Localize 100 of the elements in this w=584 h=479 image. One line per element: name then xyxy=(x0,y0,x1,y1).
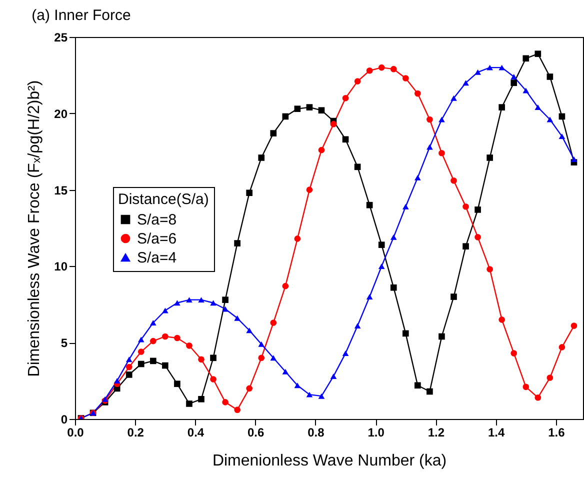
point xyxy=(438,333,445,340)
point xyxy=(510,350,518,356)
point xyxy=(462,80,469,86)
point xyxy=(534,394,542,401)
point xyxy=(366,294,373,300)
point xyxy=(198,356,204,363)
y-tick-label: 10 xyxy=(54,260,68,274)
point xyxy=(138,360,144,368)
x-tick-label: 1.0 xyxy=(368,426,385,440)
point xyxy=(546,116,554,122)
point xyxy=(210,376,216,382)
point xyxy=(570,156,578,162)
point xyxy=(498,316,505,323)
point xyxy=(174,380,180,388)
point xyxy=(246,190,253,196)
y-tick-label: 0 xyxy=(60,412,68,426)
point xyxy=(474,234,481,240)
point xyxy=(174,334,180,342)
point xyxy=(270,355,277,361)
point xyxy=(162,333,168,340)
legend-label: S/a=6 xyxy=(137,230,177,248)
point xyxy=(342,136,349,143)
point xyxy=(414,174,421,180)
point xyxy=(246,385,253,392)
point xyxy=(438,150,445,156)
point xyxy=(414,90,421,97)
point xyxy=(294,236,301,242)
point xyxy=(378,242,385,248)
point xyxy=(198,396,204,402)
point xyxy=(342,350,349,356)
point xyxy=(450,95,457,101)
point xyxy=(186,297,192,303)
x-tick-label: 0.0 xyxy=(67,426,84,440)
x-tick-label: 0.2 xyxy=(127,426,144,440)
point xyxy=(126,372,132,378)
point xyxy=(294,106,301,112)
point xyxy=(534,50,542,57)
y-tick-label: 5 xyxy=(60,336,68,350)
x-tick-label: 0.8 xyxy=(308,426,325,440)
point xyxy=(390,234,397,240)
point xyxy=(282,282,289,290)
x-tick-label: 1.6 xyxy=(548,426,566,440)
x-tick-label: 1.2 xyxy=(428,426,445,440)
point xyxy=(546,74,554,80)
point xyxy=(342,94,349,102)
point xyxy=(318,146,325,154)
point xyxy=(210,300,216,306)
point xyxy=(510,74,518,80)
point xyxy=(258,341,265,347)
legend-label: S/a=4 xyxy=(137,250,177,266)
point xyxy=(234,240,240,246)
point xyxy=(234,406,240,413)
x-axis-title: Dimenionless Wave Number (ka) xyxy=(212,452,447,470)
point xyxy=(498,64,505,70)
point xyxy=(354,164,361,170)
point xyxy=(198,297,204,303)
point xyxy=(570,322,578,329)
point xyxy=(126,364,132,370)
point xyxy=(558,113,566,120)
point xyxy=(390,284,397,291)
point xyxy=(366,67,373,74)
point xyxy=(186,400,192,407)
point xyxy=(306,392,313,398)
point xyxy=(498,104,506,110)
point xyxy=(354,78,361,84)
point xyxy=(270,320,277,326)
point xyxy=(474,206,481,213)
point xyxy=(162,308,168,314)
point xyxy=(114,378,120,384)
y-axis-title: Dimensionless Wave Froce (Fₓ/ρg(H/2)b²) xyxy=(26,80,44,377)
x-tick-label: 1.4 xyxy=(488,426,505,440)
point xyxy=(186,342,192,349)
point xyxy=(330,373,337,379)
point xyxy=(474,69,481,75)
point xyxy=(414,382,421,389)
point xyxy=(378,263,385,269)
point xyxy=(402,330,409,337)
point xyxy=(486,154,493,161)
point xyxy=(174,300,180,306)
legend-label: S/a=8 xyxy=(137,212,177,228)
point xyxy=(150,320,156,326)
point xyxy=(450,177,457,184)
point xyxy=(306,104,313,110)
point xyxy=(450,294,457,300)
point xyxy=(462,243,469,250)
x-tick-label: 0.4 xyxy=(187,426,204,440)
point xyxy=(354,323,361,329)
point xyxy=(378,64,385,71)
point xyxy=(138,336,144,342)
point xyxy=(210,354,216,362)
point xyxy=(234,315,240,321)
point xyxy=(318,107,325,114)
point xyxy=(366,202,373,208)
x-tick-label: 0.6 xyxy=(248,426,265,440)
point xyxy=(486,64,493,70)
point xyxy=(462,203,469,210)
point xyxy=(522,384,530,390)
point xyxy=(558,344,566,350)
point xyxy=(222,306,228,312)
point xyxy=(402,75,409,82)
